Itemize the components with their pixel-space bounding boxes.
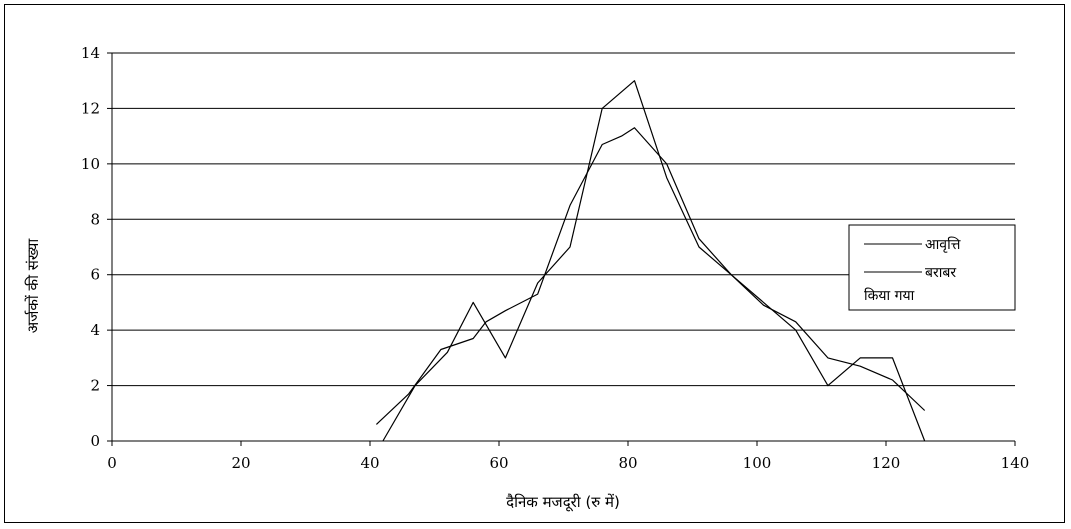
series-lines — [375, 80, 926, 442]
y-tick-label: 6 — [90, 266, 100, 284]
x-tick-label: 40 — [360, 454, 379, 472]
y-tick-label: 14 — [81, 44, 100, 62]
x-tick-label: 80 — [618, 454, 637, 472]
y-tick-label: 8 — [90, 210, 100, 228]
y-tick-label: 2 — [90, 377, 100, 395]
x-tick-label: 0 — [107, 454, 117, 472]
y-tick-label: 0 — [90, 432, 100, 450]
x-tick-label: 140 — [1001, 454, 1030, 472]
legend: आवृत्ति बराबर किया गया — [848, 224, 1016, 311]
x-tick-label: 20 — [231, 454, 250, 472]
x-tick-label: 60 — [489, 454, 508, 472]
x-tick-label: 120 — [872, 454, 901, 472]
legend-label-smoothed-line1: बराबर — [925, 265, 956, 281]
gridlines — [112, 52, 1015, 387]
y-tick-label: 10 — [81, 155, 100, 173]
legend-label-smoothed-line2: किया गया — [864, 287, 915, 304]
x-axis-title: दैनिक मजदूरी (रु में) — [506, 493, 620, 512]
legend-box — [848, 224, 1016, 311]
series-line-frequency — [382, 80, 926, 442]
axes — [111, 53, 1015, 442]
y-tick-label: 4 — [90, 321, 100, 339]
series-line-smoothed — [375, 127, 926, 425]
x-tick-label: 100 — [743, 454, 772, 472]
y-axis-title: अर्जकों की संख्या — [24, 238, 42, 334]
y-tick-label: 12 — [81, 99, 100, 117]
legend-label-frequency: आवृत्ति — [925, 236, 961, 253]
